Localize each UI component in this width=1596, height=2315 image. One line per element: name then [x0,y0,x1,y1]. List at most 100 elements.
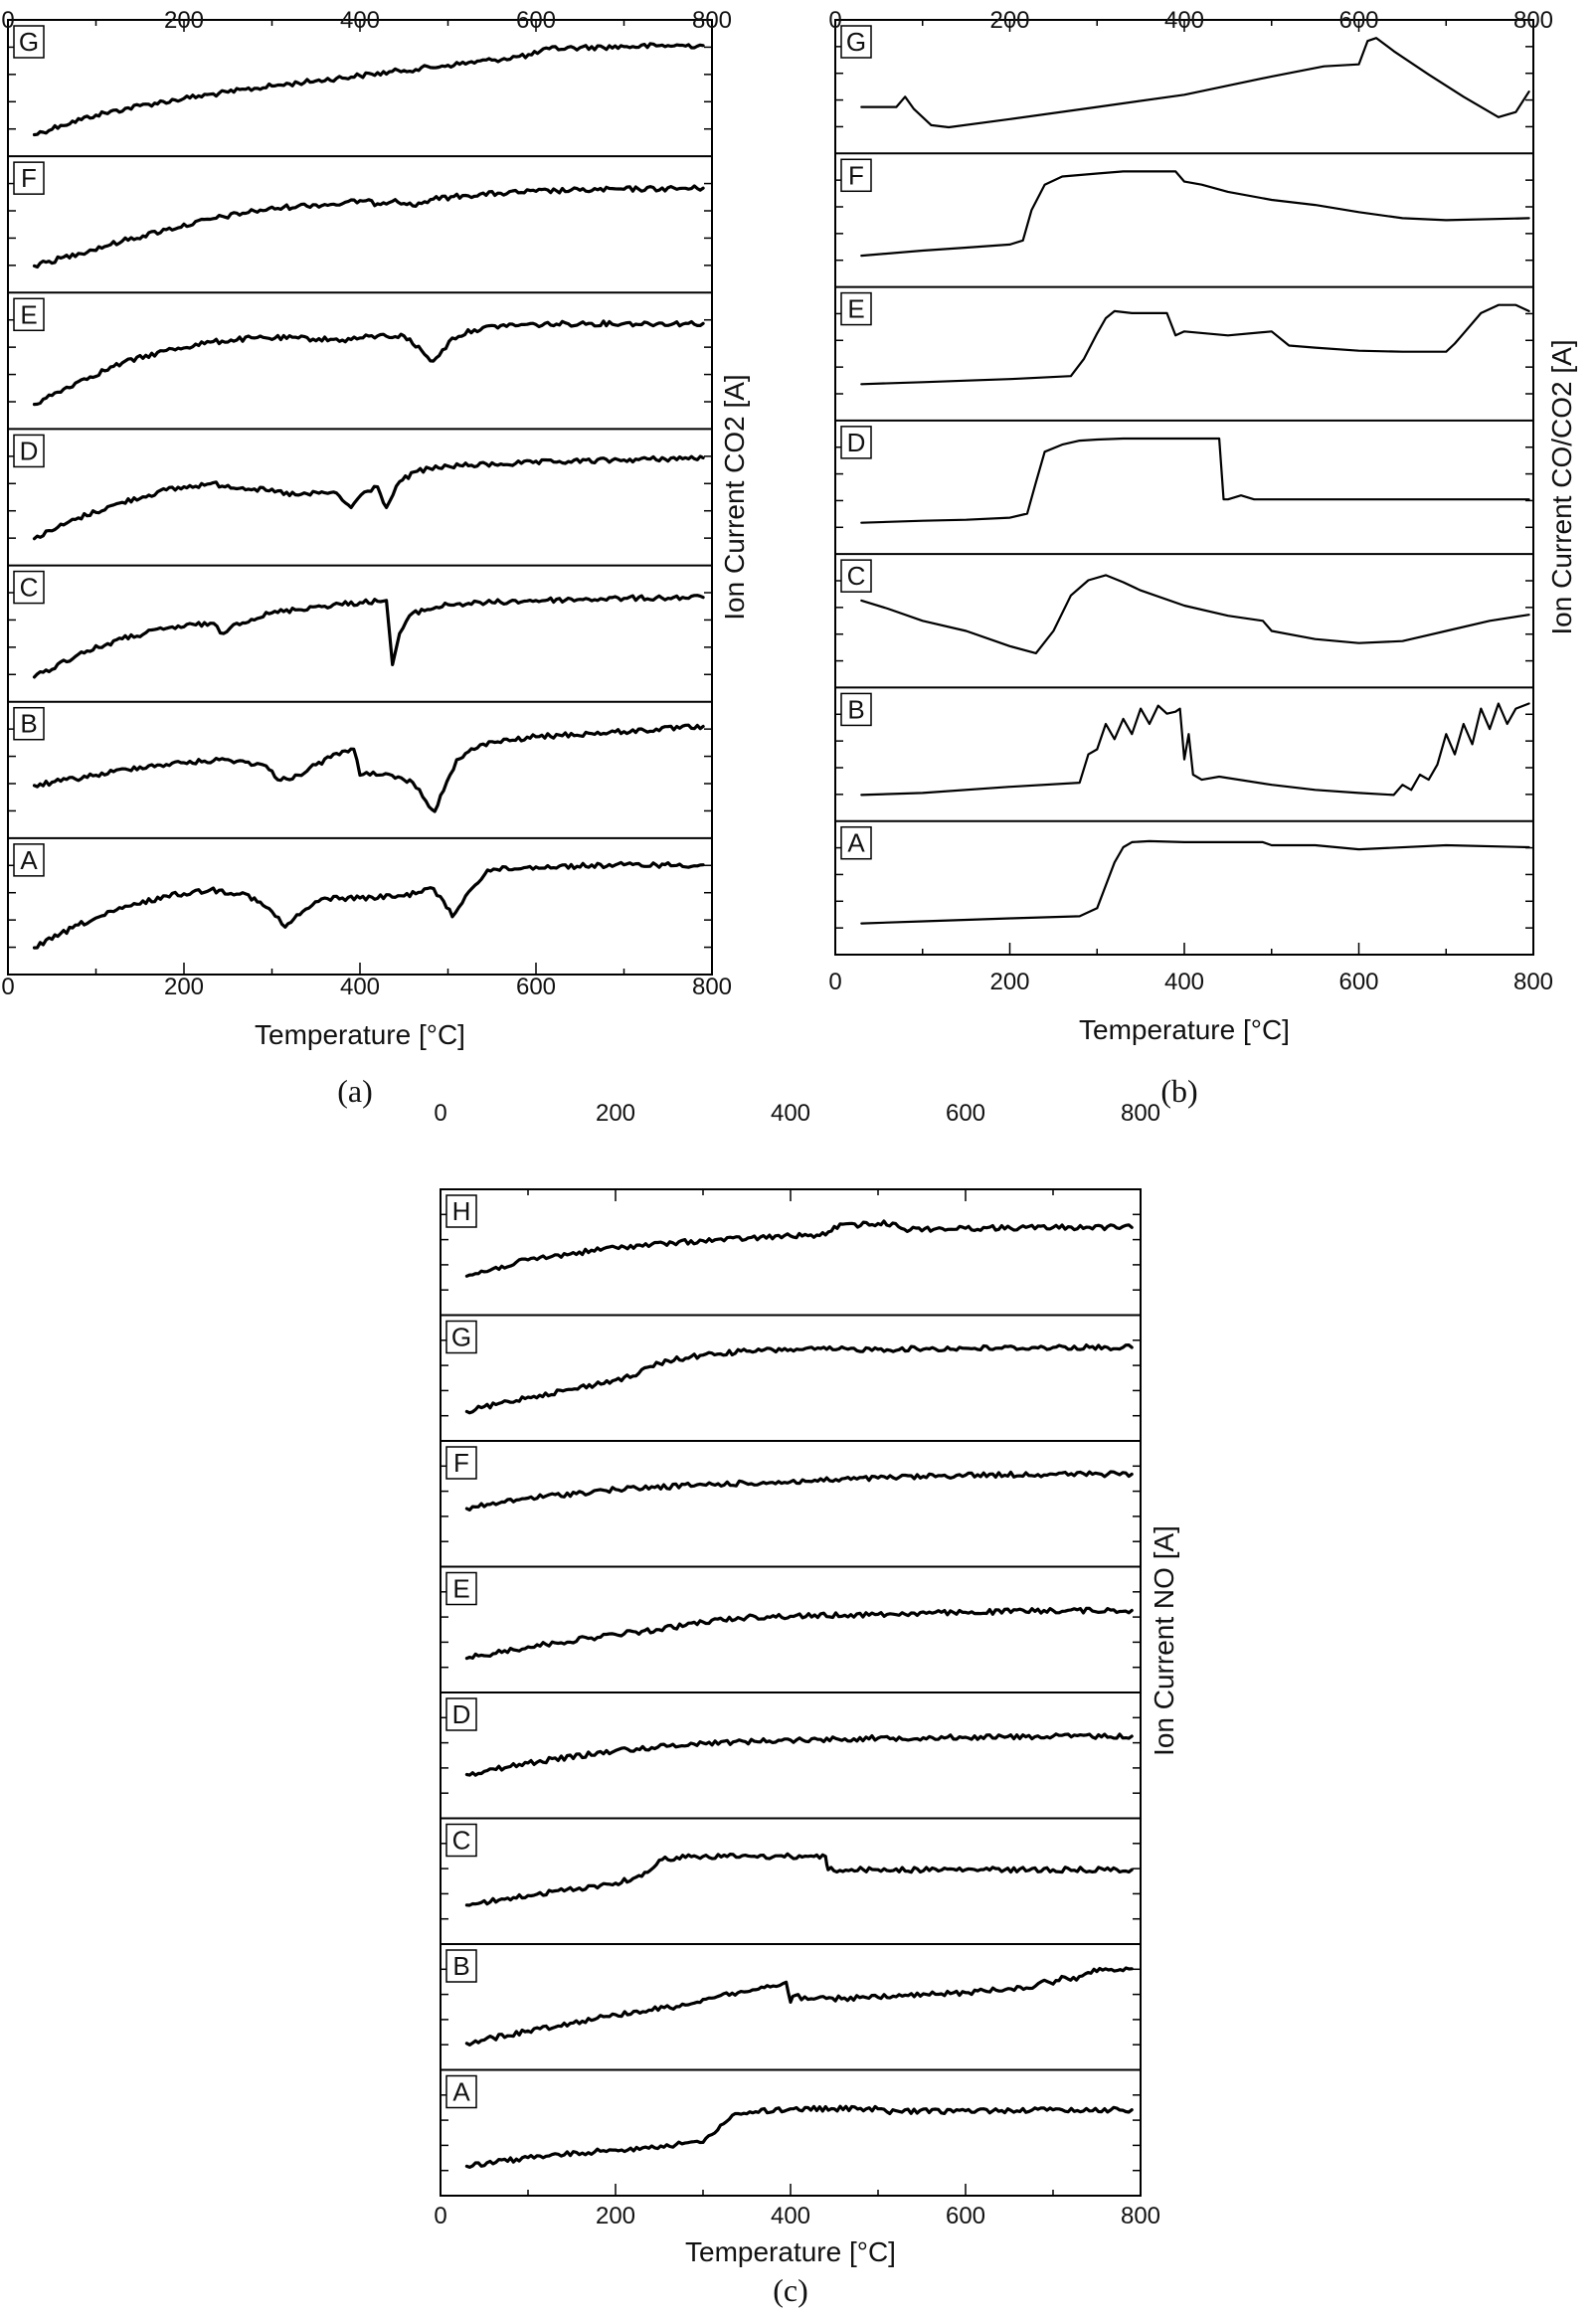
panel-label-box [13,570,45,605]
panel-label-A: A [847,828,865,858]
x-tick-label-top: 0 [1,7,14,34]
x-axis-title: Temperature [°C] [685,2236,896,2267]
panel-label-F: F [21,163,37,193]
panel-label-box [840,692,872,727]
series-line-B [860,702,1530,797]
panel-label-box [13,843,45,877]
x-tick-label-bottom: 800 [1513,969,1553,995]
series-line-D [464,1732,1134,1777]
panel-label-E: E [20,299,37,329]
x-tick-label-bottom: 800 [1121,2203,1160,2229]
panel-label-C: C [847,561,866,591]
panel-label-box [445,1446,477,1480]
x-tick-label-top: 800 [692,7,732,34]
panel-label-B: B [20,709,37,739]
panel-label-C: C [452,1826,471,1856]
panel-label-box [840,291,872,326]
panel-label-B: B [847,694,864,724]
x-tick-label-top: 200 [989,7,1029,34]
x-tick-label-bottom: 200 [596,2203,635,2229]
x-tick-label-bottom: 400 [1164,969,1204,995]
series-line-B [32,723,705,813]
panel-label-F: F [453,1448,469,1478]
panel-label-G: G [451,1323,471,1352]
panel-label-box [13,434,45,468]
x-tick-label-bottom: 0 [828,969,841,995]
x-tick-label-bottom: 600 [1338,969,1378,995]
panel-label-box [13,297,45,332]
panel-label-D: D [847,428,866,457]
panel-label-box [840,559,872,593]
panel-caption: (c) [773,2272,808,2308]
chart-b: 0 0 200 200 400 400 600 600 800 800 Temperature [°… [828,7,1577,1109]
chart-c: 0 0 200 200 400 400 600 600 800 800 Temperature [°… [434,1100,1179,2308]
series-line-A [860,839,1530,925]
series-line-A [464,2104,1134,2169]
x-tick-label-bottom: 400 [771,2203,810,2229]
panel-label-box [13,706,45,741]
panel-label-A: A [20,845,38,875]
panel-caption: (a) [337,1073,373,1109]
panel-label-box [13,25,45,59]
plot-frame [834,19,1534,956]
x-axis-title: Temperature [°C] [255,1019,465,1050]
panel-label-F: F [848,160,864,190]
panel-label-B: B [452,1951,469,1981]
x-axis-title: Temperature [°C] [1079,1014,1290,1045]
panel-label-G: G [846,27,866,57]
x-tick-label-top: 0 [828,7,841,34]
x-tick-label-top: 400 [771,1100,810,1127]
series-line-C [464,1852,1134,1907]
series-line-D [32,454,705,541]
x-tick-label-top: 800 [1513,7,1553,34]
x-tick-label-top: 800 [1121,1100,1160,1127]
x-tick-label-bottom: 0 [434,2203,446,2229]
panel-label-C: C [20,573,39,603]
panel-label-box [840,158,872,193]
panel-caption: (b) [1160,1073,1197,1109]
panel-label-box [840,426,872,459]
panel-label-E: E [452,1574,469,1604]
panel-label-box [13,161,45,195]
series-line-G [860,37,1530,129]
y-axis-title: Ion Current CO/CO2 [A] [1546,339,1577,634]
x-tick-label-top: 600 [516,7,556,34]
chart-a: 0 0 200 200 400 400 600 600 800 800 Temperature [°… [1,7,750,1109]
y-axis-title: Ion Current NO [A] [1149,1525,1179,1756]
panel-label-D: D [20,436,39,465]
panel-label-box [840,25,872,59]
x-tick-label-bottom: 200 [164,974,204,1000]
series-line-D [860,437,1530,524]
series-line-E [860,303,1530,386]
x-tick-label-top: 600 [1338,7,1378,34]
x-tick-label-bottom: 200 [989,969,1029,995]
y-axis-title: Ion Current CO2 [A] [719,374,750,620]
series-line-A [32,860,705,950]
panel-label-box [445,1571,477,1606]
x-tick-label-top: 0 [434,1100,446,1127]
series-line-B [464,1966,1134,2047]
series-line-H [464,1219,1134,1278]
series-line-C [860,574,1530,654]
x-tick-label-top: 600 [946,1100,985,1127]
x-tick-label-bottom: 400 [340,974,380,1000]
series-line-E [32,319,705,407]
series-line-F [464,1470,1134,1512]
x-tick-label-bottom: 0 [1,974,14,1000]
series-line-F [860,170,1530,258]
panel-label-H: H [452,1196,471,1226]
x-tick-label-top: 200 [596,1100,635,1127]
panel-label-E: E [847,294,864,324]
x-tick-label-bottom: 800 [692,974,732,1000]
series-line-F [32,184,705,269]
panel-label-box [445,1320,477,1354]
panel-label-box [445,1697,477,1731]
series-line-G [32,42,705,137]
panel-label-box [445,1949,477,1983]
panel-label-box [445,1823,477,1858]
x-tick-label-top: 200 [164,7,204,34]
x-tick-label-top: 400 [1164,7,1204,34]
series-line-C [32,594,705,679]
x-tick-label-bottom: 600 [516,974,556,1000]
